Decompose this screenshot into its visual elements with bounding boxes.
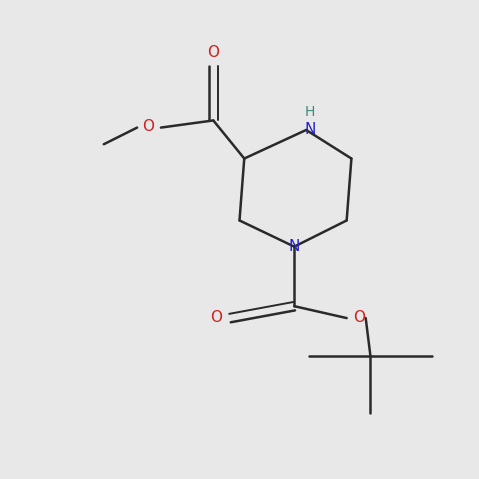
Text: N: N [304, 122, 316, 137]
Text: O: O [354, 309, 365, 325]
Text: N: N [288, 239, 300, 254]
Text: O: O [207, 45, 219, 60]
Text: H: H [305, 105, 315, 119]
Text: O: O [142, 119, 154, 134]
Text: O: O [210, 309, 222, 325]
